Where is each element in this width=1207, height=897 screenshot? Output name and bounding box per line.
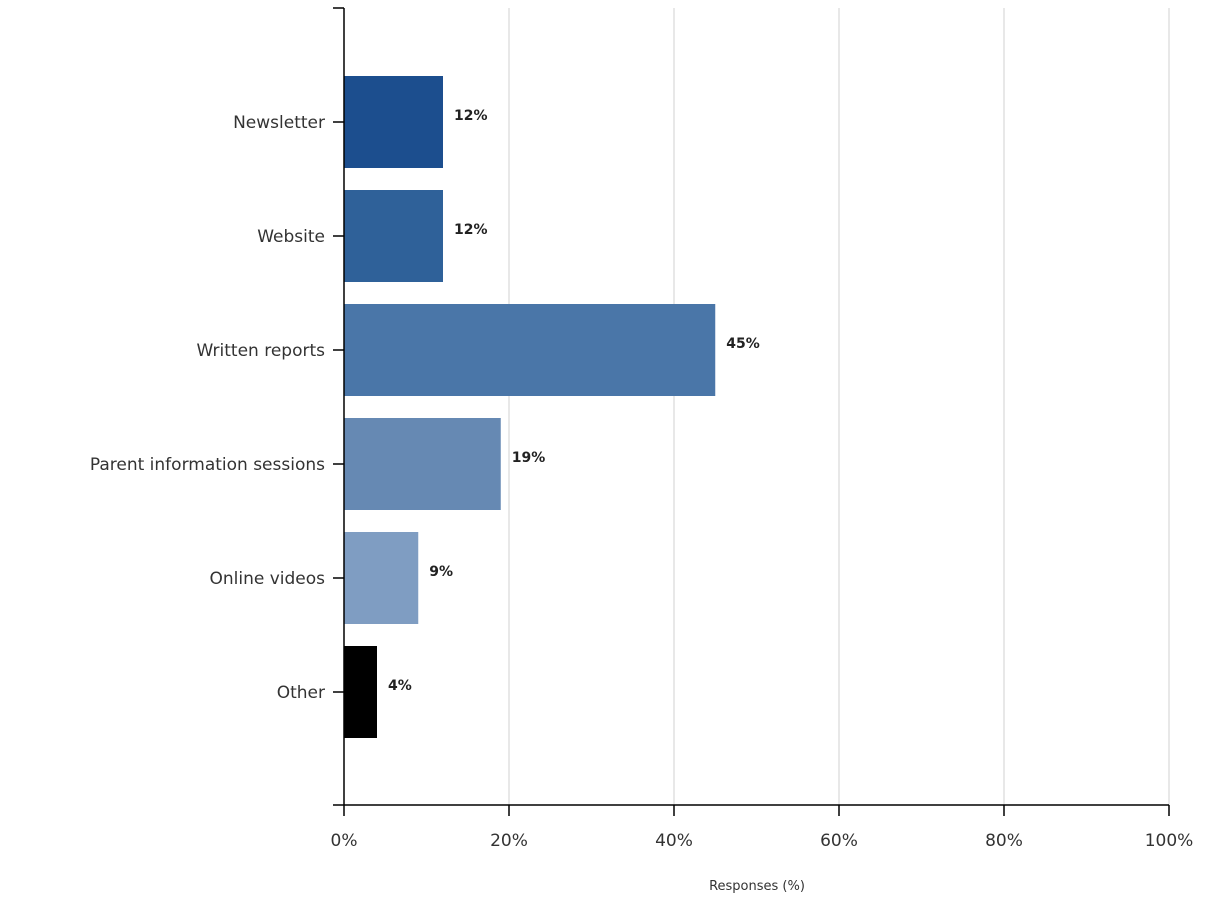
data-label: 9%: [429, 564, 453, 580]
x-axis-title: Responses (%): [709, 879, 805, 894]
x-tick-label: 40%: [655, 831, 693, 851]
category-label: Parent information sessions: [90, 455, 325, 475]
category-label: Other: [277, 683, 325, 703]
axes: [333, 7, 1170, 816]
x-tick-label: 0%: [331, 831, 358, 851]
x-tick-label: 100%: [1145, 831, 1194, 851]
category-label: Written reports: [196, 341, 325, 361]
bar: [344, 190, 443, 282]
data-label: 12%: [454, 108, 488, 124]
data-label: 45%: [726, 336, 760, 352]
x-tick-label: 20%: [490, 831, 528, 851]
bar: [344, 418, 501, 510]
data-label: 19%: [512, 450, 546, 466]
labels: Newsletter 12% Website 12% Written reports 45…: [90, 108, 1193, 851]
x-tick-label: 60%: [820, 831, 858, 851]
bar: [344, 76, 443, 168]
gridlines: [508, 8, 1170, 805]
bar: [344, 532, 419, 624]
data-label: 12%: [454, 222, 488, 238]
category-label: Website: [257, 227, 325, 247]
bar: [344, 646, 377, 738]
category-label: Online videos: [209, 569, 325, 589]
bar: [344, 304, 716, 396]
category-label: Newsletter: [233, 113, 325, 133]
bars: [344, 76, 716, 738]
x-tick-label: 80%: [985, 831, 1023, 851]
data-label: 4%: [388, 678, 412, 694]
